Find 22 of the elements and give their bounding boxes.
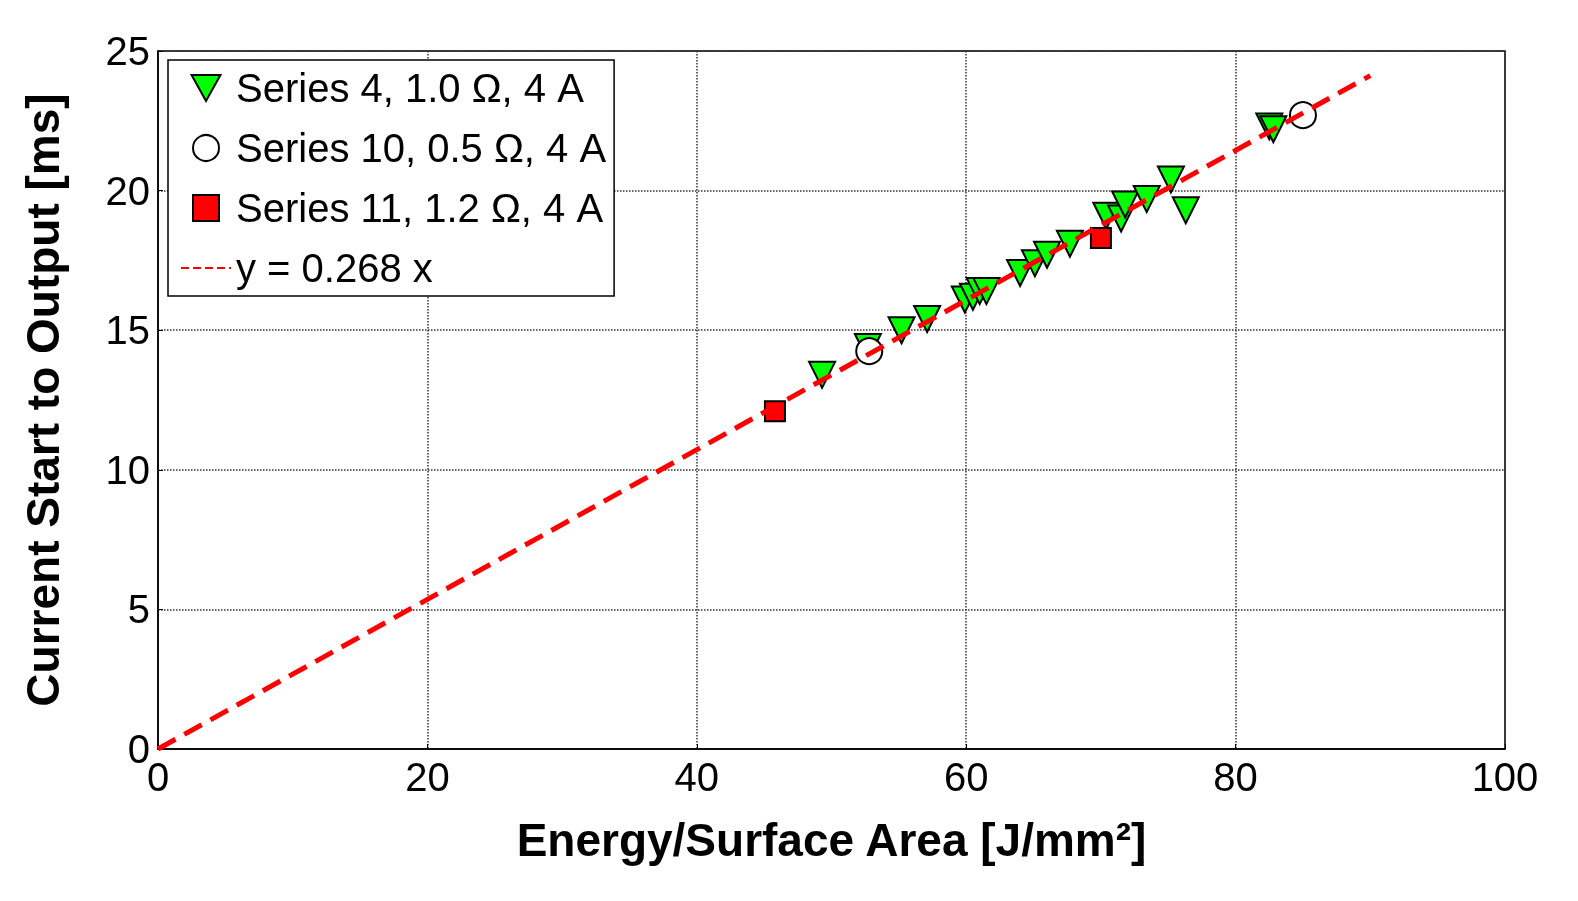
y-tick-label: 5 [127,587,150,632]
point [1111,190,1140,219]
x-tick-label: 80 [1213,755,1258,799]
point [1132,184,1161,213]
legend-label: Series 11, 1.2 Ω, 4 A [236,186,604,230]
y-tick-label: 10 [105,447,150,492]
x-tick-label: 100 [1471,755,1539,799]
x-axis-title: Energy/Surface Area [J/mm²] [516,814,1147,866]
y-tick-label: 25 [105,29,150,73]
point [1089,227,1112,250]
x-tick-label: 60 [943,755,989,799]
y-tick-label: 20 [105,168,150,213]
point [1171,196,1200,225]
y-tick-label: 0 [127,727,150,771]
point [1156,165,1185,194]
legend-label: Series 4, 1.0 Ω, 4 A [236,66,585,110]
x-tick-label: 40 [674,755,720,799]
legend-label: Series 10, 0.5 Ω, 4 A [236,126,607,170]
y-tick-label: 15 [105,308,150,353]
x-tick-label: 20 [405,755,450,799]
legend-label: y = 0.268 x [236,246,433,290]
y-axis-title: Current Start to Output [ms] [17,93,69,707]
